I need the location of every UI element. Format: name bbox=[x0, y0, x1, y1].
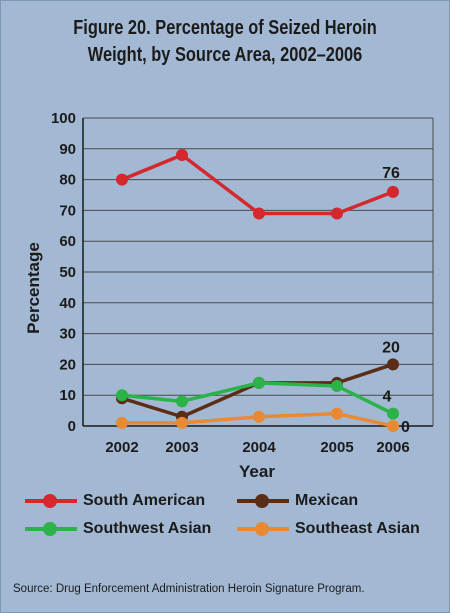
x-tick-label-2003: 2003 bbox=[165, 439, 198, 456]
y-tick-label-0: 0 bbox=[68, 418, 76, 435]
data-point-southeast-asian-2004 bbox=[253, 410, 265, 423]
data-point-south-american-2003 bbox=[176, 148, 188, 161]
data-point-south-american-2004 bbox=[253, 207, 265, 220]
x-tick-label-2004: 2004 bbox=[242, 439, 276, 456]
chart-title: Figure 20. Percentage of Seized Heroin W… bbox=[41, 15, 408, 69]
data-label-mexican: 20 bbox=[382, 339, 400, 356]
y-tick-label-60: 60 bbox=[59, 233, 76, 250]
legend-swatch-marker bbox=[255, 494, 269, 508]
y-tick-label-50: 50 bbox=[59, 264, 76, 281]
source-note: Source: Drug Enforcement Administration … bbox=[13, 583, 365, 595]
data-point-south-american-2005 bbox=[331, 207, 343, 220]
y-tick-label-90: 90 bbox=[59, 141, 76, 158]
legend-label-south-american: South American bbox=[83, 492, 206, 509]
legend-label-mexican: Mexican bbox=[295, 492, 359, 509]
data-point-south-american-2006 bbox=[387, 185, 399, 198]
data-point-southwest-asian-2004 bbox=[253, 376, 265, 389]
y-axis-title: Percentage bbox=[24, 242, 43, 334]
legend-item-south-american: South American bbox=[23, 491, 235, 511]
data-point-southwest-asian-2006 bbox=[387, 407, 399, 420]
legend-label-southeast-asian: Southeast Asian bbox=[295, 520, 420, 537]
legend: South American Mexican Southwest Asian Sout… bbox=[23, 491, 443, 539]
legend-swatch-southwest-asian bbox=[23, 519, 79, 539]
data-point-southeast-asian-2005 bbox=[331, 407, 343, 420]
series-south-american bbox=[116, 148, 399, 220]
legend-item-southwest-asian: Southwest Asian bbox=[23, 519, 235, 539]
legend-label-southwest-asian: Southwest Asian bbox=[83, 520, 212, 537]
y-axis-ticks: 0 10 20 30 40 50 60 70 80 90 100 bbox=[51, 110, 76, 435]
data-label-south-american: 76 bbox=[382, 165, 400, 182]
y-tick-label-70: 70 bbox=[59, 202, 76, 219]
legend-swatch-southeast-asian bbox=[235, 519, 291, 539]
data-point-southwest-asian-2005 bbox=[331, 379, 343, 392]
data-point-southeast-asian-2003 bbox=[176, 416, 188, 429]
x-tick-label-2006: 2006 bbox=[376, 439, 409, 456]
x-tick-label-2005: 2005 bbox=[320, 439, 353, 456]
data-labels: 76 20 40 bbox=[382, 165, 410, 436]
data-point-southwest-asian-2003 bbox=[176, 395, 188, 408]
x-tick-label-2002: 2002 bbox=[105, 439, 138, 456]
legend-swatch-marker bbox=[43, 522, 57, 536]
data-point-southeast-asian-2006 bbox=[387, 420, 399, 432]
legend-item-mexican: Mexican bbox=[235, 491, 435, 511]
data-label-southeast-asian: 0 bbox=[401, 419, 410, 436]
legend-item-southeast-asian: Southeast Asian bbox=[235, 519, 435, 539]
y-tick-label-30: 30 bbox=[59, 326, 76, 343]
y-tick-label-40: 40 bbox=[59, 295, 76, 312]
chart-title-line-1: Figure 20. Percentage of Seized Heroin bbox=[73, 17, 377, 39]
data-point-south-american-2002 bbox=[116, 173, 128, 186]
legend-swatch-mexican bbox=[235, 491, 291, 511]
series-group bbox=[116, 148, 399, 432]
data-point-mexican-2006 bbox=[387, 358, 399, 371]
legend-swatch-south-american bbox=[23, 491, 79, 511]
axes bbox=[82, 118, 434, 427]
legend-swatch-marker bbox=[255, 522, 269, 536]
data-point-southeast-asian-2002 bbox=[116, 416, 128, 429]
chart-title-line-2: Weight, by Source Area, 2002–2006 bbox=[87, 44, 363, 66]
x-axis-ticks: 2002 2003 2004 2005 2006 bbox=[105, 439, 409, 456]
data-label-southwest-asian: 4 bbox=[383, 389, 392, 406]
y-tick-label-80: 80 bbox=[59, 172, 76, 189]
y-tick-label-20: 20 bbox=[59, 356, 76, 373]
x-axis-title: Year bbox=[239, 462, 275, 481]
y-tick-label-100: 100 bbox=[51, 110, 76, 127]
series-southwest-asian bbox=[116, 376, 399, 420]
data-point-southwest-asian-2002 bbox=[116, 389, 128, 402]
legend-swatch-marker bbox=[43, 494, 57, 508]
series-southeast-asian bbox=[116, 407, 399, 432]
y-tick-label-10: 10 bbox=[59, 387, 76, 404]
